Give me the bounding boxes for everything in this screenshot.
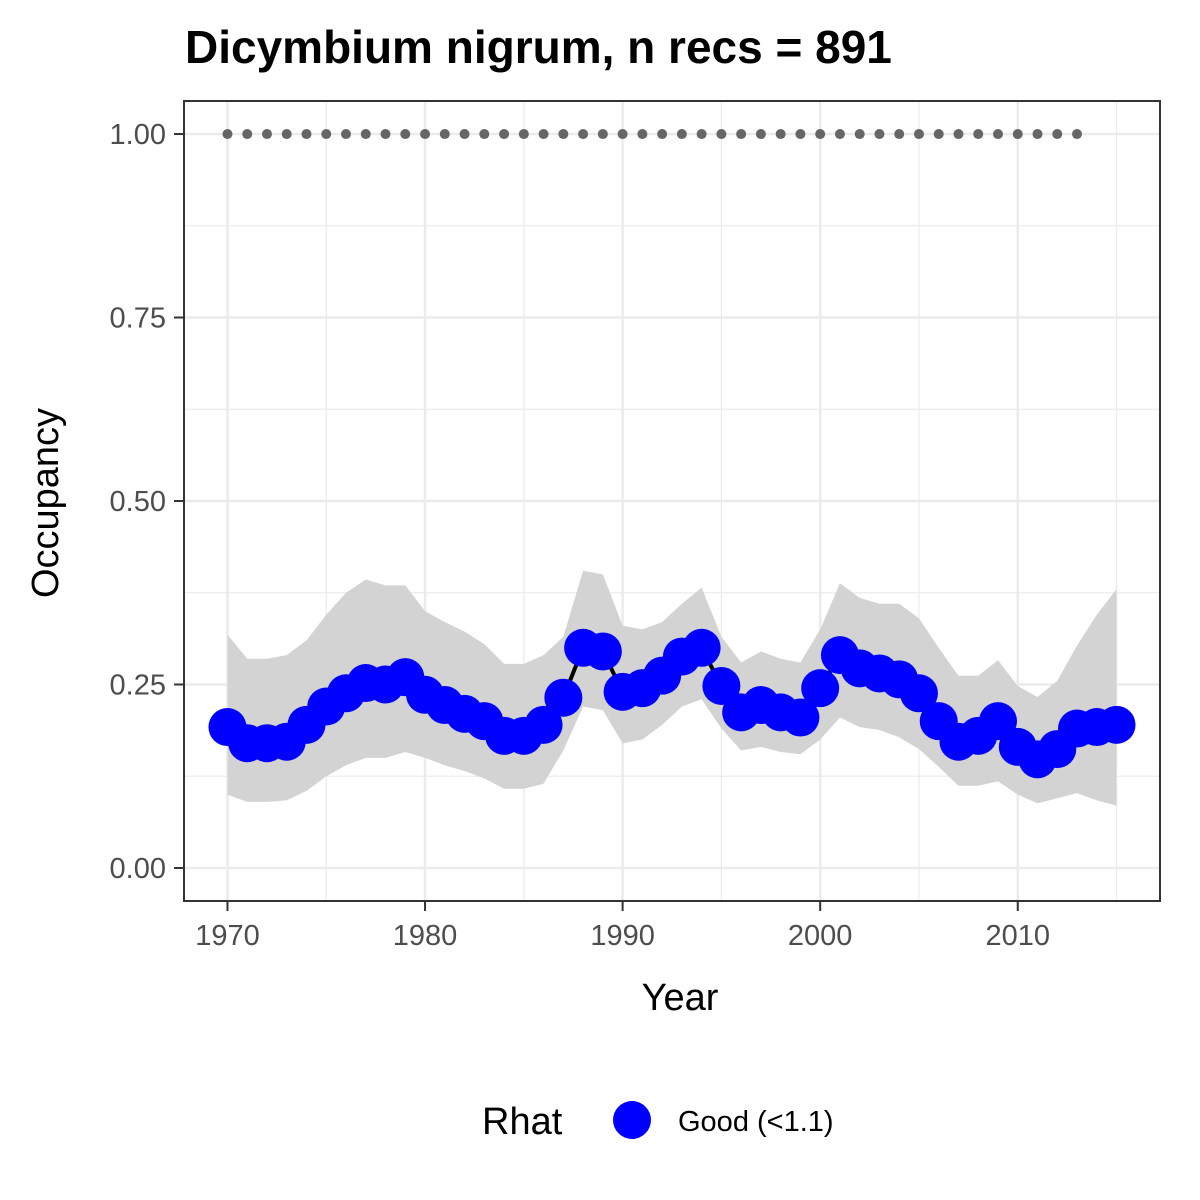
reference-point bbox=[992, 129, 1003, 140]
legend-key-point bbox=[613, 1101, 651, 1139]
data-point bbox=[978, 702, 1017, 741]
reference-point bbox=[281, 129, 292, 140]
reference-point bbox=[736, 129, 747, 140]
occupancy-points bbox=[208, 628, 1136, 779]
reference-point bbox=[222, 129, 233, 140]
reference-point bbox=[933, 129, 944, 140]
reference-point bbox=[1032, 129, 1043, 140]
reference-point bbox=[538, 129, 549, 140]
reference-point bbox=[854, 129, 865, 140]
reference-point bbox=[341, 129, 352, 140]
reference-point bbox=[439, 129, 450, 140]
data-point bbox=[682, 628, 721, 667]
legend-label: Good (<1.1) bbox=[678, 1106, 834, 1138]
reference-dotted-line bbox=[222, 129, 1083, 140]
x-tick-label: 1980 bbox=[393, 920, 458, 952]
data-point bbox=[781, 698, 820, 737]
reference-point bbox=[459, 129, 470, 140]
reference-point bbox=[815, 129, 826, 140]
reference-point bbox=[755, 129, 766, 140]
reference-point bbox=[360, 129, 371, 140]
data-point bbox=[1097, 705, 1136, 744]
data-point bbox=[899, 674, 938, 713]
reference-point bbox=[261, 129, 272, 140]
reference-point bbox=[479, 129, 490, 140]
reference-point bbox=[696, 129, 707, 140]
x-axis-title: Year bbox=[642, 977, 719, 1019]
reference-point bbox=[617, 129, 628, 140]
y-tick-label: 0.75 bbox=[110, 303, 166, 335]
reference-point bbox=[973, 129, 984, 140]
y-tick-label: 0.00 bbox=[110, 853, 166, 885]
data-point bbox=[801, 669, 840, 708]
reference-point bbox=[1012, 129, 1023, 140]
data-point bbox=[583, 632, 622, 671]
reference-point bbox=[657, 129, 668, 140]
y-tick-label: 0.50 bbox=[110, 486, 166, 518]
reference-point bbox=[597, 129, 608, 140]
reference-point bbox=[874, 129, 885, 140]
reference-point bbox=[795, 129, 806, 140]
x-axis-ticks: 1970 1980 1990 2000 2010 bbox=[195, 901, 1050, 952]
reference-point bbox=[518, 129, 529, 140]
reference-point bbox=[953, 129, 964, 140]
data-point bbox=[544, 678, 583, 717]
x-tick-label: 2010 bbox=[985, 920, 1050, 952]
reference-point bbox=[558, 129, 569, 140]
reference-point bbox=[894, 129, 905, 140]
reference-point bbox=[321, 129, 332, 140]
reference-point bbox=[301, 129, 312, 140]
y-axis-title: Occupancy bbox=[25, 408, 67, 598]
reference-point bbox=[400, 129, 411, 140]
y-tick-label: 0.25 bbox=[110, 669, 166, 701]
data-point bbox=[702, 666, 741, 705]
data-point bbox=[524, 705, 563, 744]
reference-point bbox=[380, 129, 391, 140]
reference-point bbox=[1052, 129, 1063, 140]
reference-point bbox=[1072, 129, 1083, 140]
reference-point bbox=[834, 129, 845, 140]
reference-point bbox=[420, 129, 431, 140]
x-tick-label: 2000 bbox=[788, 920, 853, 952]
reference-point bbox=[775, 129, 786, 140]
reference-point bbox=[716, 129, 727, 140]
x-tick-label: 1970 bbox=[195, 920, 260, 952]
reference-point bbox=[242, 129, 253, 140]
reference-point bbox=[637, 129, 648, 140]
reference-point bbox=[578, 129, 589, 140]
chart-title: Dicymbium nigrum, n recs = 891 bbox=[185, 21, 892, 73]
reference-point bbox=[676, 129, 687, 140]
y-axis-ticks: 0.00 0.25 0.50 0.75 1.00 bbox=[110, 119, 184, 885]
x-tick-label: 1990 bbox=[590, 920, 655, 952]
legend-title: Rhat bbox=[482, 1101, 563, 1143]
reference-point bbox=[913, 129, 924, 140]
reference-point bbox=[499, 129, 510, 140]
legend: Rhat Good (<1.1) bbox=[482, 1101, 834, 1143]
y-tick-label: 1.00 bbox=[110, 119, 166, 151]
